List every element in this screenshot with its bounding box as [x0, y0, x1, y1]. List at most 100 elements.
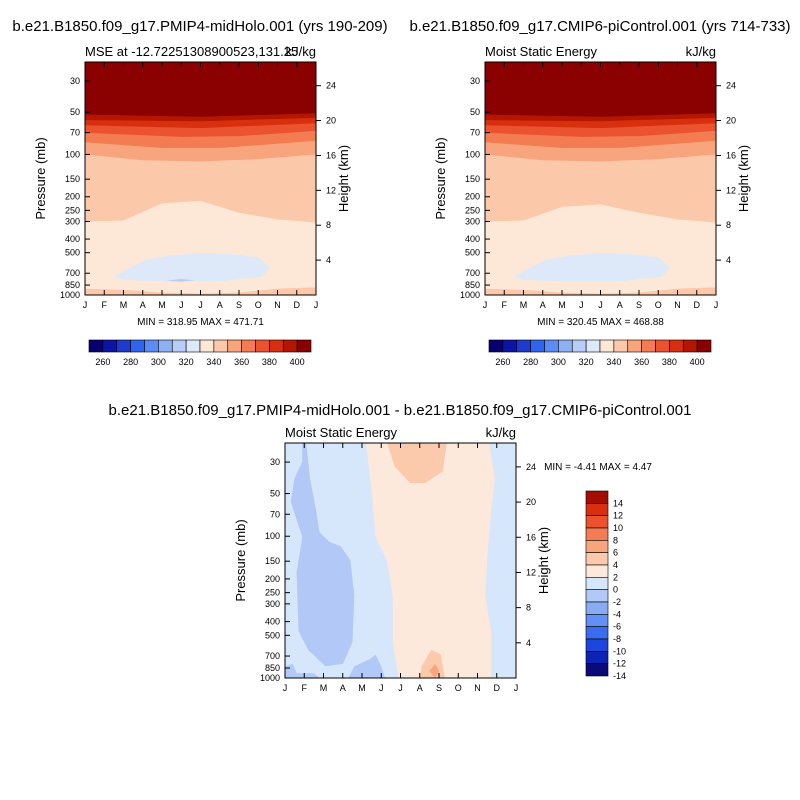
y-tick-label: 400	[265, 617, 280, 627]
colorbar-box	[613, 339, 629, 353]
y-axis-label-right: Height (km)	[736, 145, 751, 212]
x-tick-label: F	[302, 683, 308, 693]
colorbar-label: 12	[613, 511, 623, 521]
y-tick-label: 1000	[460, 290, 480, 300]
contour-band-390	[85, 62, 316, 117]
colorbar-label: 360	[234, 357, 249, 367]
colorbar-box	[102, 339, 118, 353]
height-tick-label: 16	[526, 532, 536, 542]
y-tick-label: 300	[265, 599, 280, 609]
colorbar-box	[627, 339, 642, 353]
contour-band-310	[165, 279, 195, 282]
height-tick-label: 16	[326, 150, 336, 160]
y-tick-label: 850	[265, 663, 280, 673]
contour-band-pos-0	[365, 443, 495, 678]
y-tick-label: 700	[465, 268, 480, 278]
panel-stats: MIN = -4.41 MAX = 4.47	[544, 462, 652, 473]
colorbar-box	[269, 339, 284, 353]
y-tick-label: 30	[70, 76, 80, 86]
height-tick-label: 4	[326, 255, 331, 265]
colorbar-label: 300	[551, 357, 566, 367]
x-tick-label: D	[294, 300, 301, 310]
colorbar-box	[558, 339, 573, 353]
y-tick-label: 500	[265, 630, 280, 640]
colorbar-box	[116, 339, 131, 353]
colorbar-box	[585, 515, 609, 529]
height-tick-label: 24	[726, 81, 736, 91]
y-tick-label: 250	[465, 205, 480, 215]
y-tick-label: 50	[270, 489, 280, 499]
y-tick-label: 150	[265, 556, 280, 566]
y-tick-label: 850	[465, 280, 480, 290]
colorbar-label: -6	[613, 622, 621, 632]
y-axis-label-right: Height (km)	[536, 527, 551, 594]
x-tick-label: O	[255, 300, 262, 310]
colorbar-label: 6	[613, 548, 618, 558]
y-tick-label: 30	[470, 76, 480, 86]
x-tick-label: J	[398, 683, 403, 693]
colorbar-box	[255, 339, 270, 353]
height-tick-label: 8	[326, 220, 331, 230]
colorbar-box	[88, 339, 104, 353]
colorbar-box	[585, 589, 609, 603]
colorbar-label: 10	[613, 523, 623, 533]
height-tick-label: 16	[726, 150, 736, 160]
colorbar-label: 280	[123, 357, 138, 367]
colorbar-box	[696, 339, 712, 353]
colorbar-box	[585, 540, 609, 553]
colorbar-box	[130, 339, 145, 353]
x-tick-label: A	[340, 683, 346, 693]
colorbar-label: -8	[613, 634, 621, 644]
height-tick-label: 4	[726, 255, 731, 265]
contour-band-320	[513, 253, 670, 282]
panel-title: MSE at -12.72251308900523,131.25	[85, 44, 298, 59]
colorbar-box	[585, 564, 609, 578]
y-tick-label: 850	[65, 280, 80, 290]
colorbar-box	[599, 339, 615, 353]
colorbar-box	[585, 339, 601, 353]
colorbar-label: -10	[613, 646, 626, 656]
y-tick-label: 200	[265, 574, 280, 584]
x-tick-label: N	[274, 300, 281, 310]
x-tick-label: A	[417, 683, 423, 693]
y-tick-label: 250	[265, 588, 280, 598]
y-tick-label: 250	[65, 205, 80, 215]
colorbar-label: 380	[662, 357, 677, 367]
contour-band-390	[485, 62, 716, 117]
y-tick-label: 1000	[60, 290, 80, 300]
y-tick-label: 1000	[260, 673, 280, 683]
colorbar-box	[585, 626, 609, 640]
height-tick-label: 4	[526, 638, 531, 648]
title-left: b.e21.B1850.f09_g17.PMIP4-midHolo.001 (y…	[12, 18, 387, 35]
x-tick-label: J	[198, 300, 203, 310]
x-tick-label: S	[636, 300, 642, 310]
x-tick-label: J	[283, 683, 288, 693]
colorbar-label: 400	[290, 357, 305, 367]
x-tick-label: J	[179, 300, 184, 310]
x-tick-label: M	[320, 683, 328, 693]
panel-stats: MIN = 318.95 MAX = 471.71	[137, 317, 264, 328]
y-tick-label: 150	[65, 174, 80, 184]
height-tick-label: 12	[526, 567, 536, 577]
x-tick-label: N	[674, 300, 681, 310]
colorbar-box	[585, 552, 609, 566]
x-tick-label: A	[540, 300, 546, 310]
colorbar-label: 260	[95, 357, 110, 367]
x-tick-label: J	[598, 300, 603, 310]
colorbar-label: 340	[206, 357, 221, 367]
x-tick-label: O	[455, 683, 462, 693]
contour-band-pos-4	[429, 663, 439, 678]
colorbar-box	[669, 339, 684, 353]
colorbar-box	[530, 339, 545, 353]
panel-top-right: 260 280 300 320 340 360 380 400 Moist Static Ene…	[433, 44, 751, 367]
colorbar-box	[641, 339, 656, 353]
y-tick-label: 30	[270, 457, 280, 467]
colorbar-label: 380	[262, 357, 277, 367]
height-tick-label: 12	[326, 185, 336, 195]
colorbar-box	[571, 339, 587, 353]
colorbar-label: 280	[523, 357, 538, 367]
colorbar-box	[158, 339, 173, 353]
y-tick-label: 200	[65, 192, 80, 202]
height-tick-label: 12	[726, 185, 736, 195]
contour-band-neg-2c	[348, 654, 386, 678]
